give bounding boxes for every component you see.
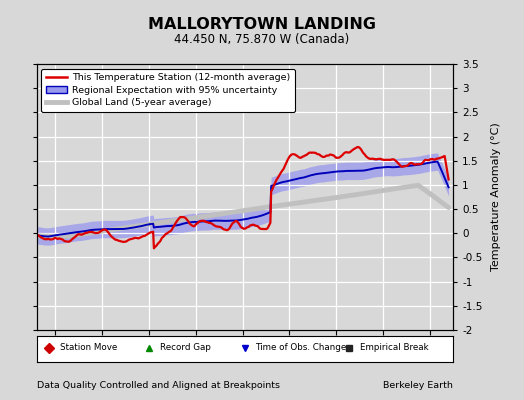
Text: Berkeley Earth: Berkeley Earth <box>384 381 453 390</box>
Text: Empirical Break: Empirical Break <box>359 343 428 352</box>
Text: Data Quality Controlled and Aligned at Breakpoints: Data Quality Controlled and Aligned at B… <box>37 381 280 390</box>
Text: Record Gap: Record Gap <box>160 343 211 352</box>
Legend: This Temperature Station (12-month average), Regional Expectation with 95% uncer: This Temperature Station (12-month avera… <box>41 69 294 112</box>
Text: 44.450 N, 75.870 W (Canada): 44.450 N, 75.870 W (Canada) <box>174 33 350 46</box>
Text: Station Move: Station Move <box>60 343 117 352</box>
Y-axis label: Temperature Anomaly (°C): Temperature Anomaly (°C) <box>491 123 501 271</box>
Text: Time of Obs. Change: Time of Obs. Change <box>255 343 347 352</box>
Text: MALLORYTOWN LANDING: MALLORYTOWN LANDING <box>148 17 376 32</box>
